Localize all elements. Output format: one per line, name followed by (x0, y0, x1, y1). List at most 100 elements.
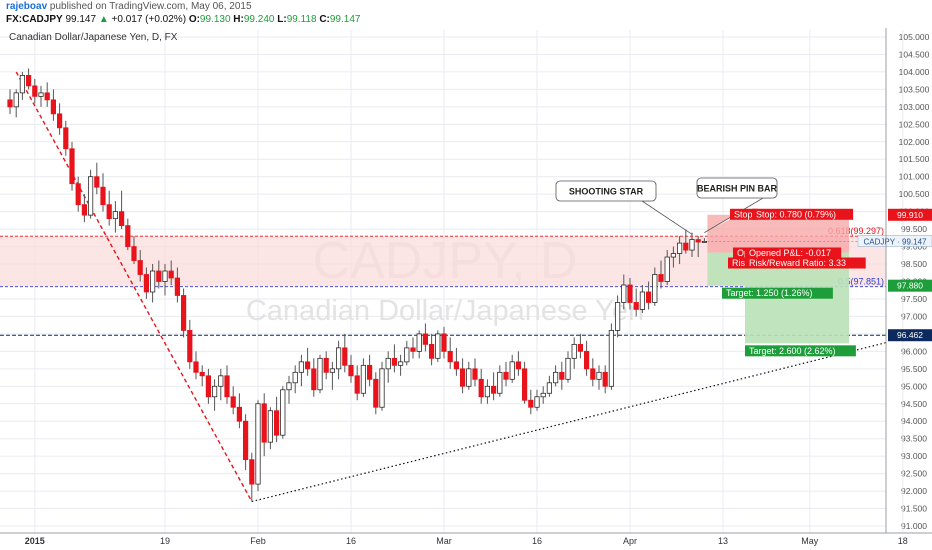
candle-body (317, 357, 323, 391)
y-tick-label: 101.500 (899, 154, 930, 164)
candle-body (484, 385, 491, 398)
y-tick-label: 92.500 (901, 469, 927, 479)
y-tick-label: 104.500 (899, 49, 930, 59)
candle-body (584, 350, 590, 370)
candle-body (565, 357, 571, 380)
stop-partial-label: Stop (734, 209, 753, 219)
bearish-pin-callout-box (696, 177, 778, 199)
candle-body (280, 389, 286, 436)
candle-body (261, 403, 267, 443)
low-value: 99.118 (286, 14, 317, 25)
shooting-star-callout-box (555, 180, 657, 202)
target1-label-bg (722, 287, 833, 299)
price-axis-tag (888, 329, 932, 342)
y-tick-label: 96.000 (901, 346, 927, 356)
candle-body (534, 396, 540, 408)
candle-body (292, 371, 298, 384)
x-tick-label: 13 (718, 536, 728, 546)
x-tick-label: 2015 (25, 536, 45, 546)
candle-body (187, 330, 193, 363)
stop-partial-label-bg (730, 208, 758, 220)
price-chart[interactable]: 105.000 104.500 104.000 103.500 103.000 102.5… (0, 28, 932, 550)
candle-body (100, 186, 106, 206)
low-label: L: (277, 14, 287, 25)
x-tick-label: 19 (160, 536, 170, 546)
rr-partial-label-bg (728, 257, 756, 269)
candle-body (119, 211, 125, 227)
chart-header: rajeboav published on TradingView.com, M… (0, 0, 932, 28)
candle-body (695, 239, 701, 243)
author-name[interactable]: rajeboav (6, 1, 48, 12)
candle-body (224, 375, 230, 398)
y-tick-label: 91.000 (901, 521, 927, 531)
close-value: 99.147 (329, 14, 361, 25)
candle-body (354, 375, 360, 394)
candle-body (652, 274, 658, 303)
stop-zone (707, 214, 849, 253)
current-price-tag (857, 235, 932, 247)
candle-body (379, 368, 385, 408)
rr-label-bg (745, 257, 866, 269)
candle-body (410, 347, 416, 352)
candle-body (180, 295, 187, 331)
y-tick-label: 97.500 (901, 294, 927, 304)
candle-body (149, 270, 156, 293)
candle-body (112, 211, 118, 220)
candle-body (683, 242, 689, 251)
candle-body (422, 333, 429, 345)
candle-body (162, 270, 168, 282)
fib-label: 0.5(97.851) (838, 277, 884, 287)
candle-body (255, 403, 261, 485)
candle-body (553, 371, 559, 384)
candle-body (677, 242, 683, 254)
candle-body (453, 361, 460, 370)
candle-body (94, 176, 100, 188)
candle-body (503, 371, 509, 380)
candle-body (633, 302, 639, 310)
candle-body (156, 270, 162, 282)
high-value: 99.240 (243, 14, 275, 25)
y-tick-label: 105.000 (899, 32, 930, 42)
candle-body (199, 371, 205, 377)
candle-body (131, 246, 137, 261)
candle-body (19, 75, 26, 94)
candle-body (447, 350, 453, 363)
price-axis-tag (888, 279, 932, 292)
candle-body (540, 392, 546, 398)
x-tick-label: May (801, 536, 819, 546)
candle-body (528, 399, 534, 408)
y-tick-label: 92.000 (901, 486, 927, 496)
candle-body (466, 368, 472, 387)
candle-body (143, 274, 149, 293)
candle-body (360, 364, 367, 394)
candle-body (559, 371, 565, 380)
candle-body (298, 361, 305, 373)
candle-body (273, 410, 280, 436)
current-price-text: CADJPY · 99.147 (864, 237, 928, 246)
candle-body (577, 343, 584, 352)
candle-body (230, 396, 236, 408)
fib-label: 0.618(99.297) (828, 226, 884, 236)
candle-body (335, 347, 342, 370)
candle-body (81, 204, 87, 216)
y-tick-label: 100.500 (899, 189, 930, 199)
pnl-partial-label-bg (733, 247, 751, 259)
downtrend-line (15, 71, 253, 502)
candle-body (348, 364, 354, 377)
candle-body (44, 92, 50, 101)
candle-body (428, 343, 435, 359)
candle-body (459, 368, 466, 387)
candle-body (670, 253, 677, 258)
candle-body (404, 347, 410, 363)
close-label: C: (319, 14, 330, 25)
candle-body (75, 183, 81, 206)
target2-label: Target: 2.600 (2.62%) (749, 346, 836, 356)
candle-body (416, 333, 422, 352)
y-tick-label: 101.000 (899, 172, 930, 182)
candle-body (596, 371, 602, 380)
y-tick-label: 103.500 (899, 84, 930, 94)
x-tick-label: 16 (346, 536, 356, 546)
y-tick-label: 95.500 (901, 364, 927, 374)
candle-body (385, 357, 391, 370)
chart-title: Canadian Dollar/Japanese Yen, D, FX (9, 32, 178, 43)
